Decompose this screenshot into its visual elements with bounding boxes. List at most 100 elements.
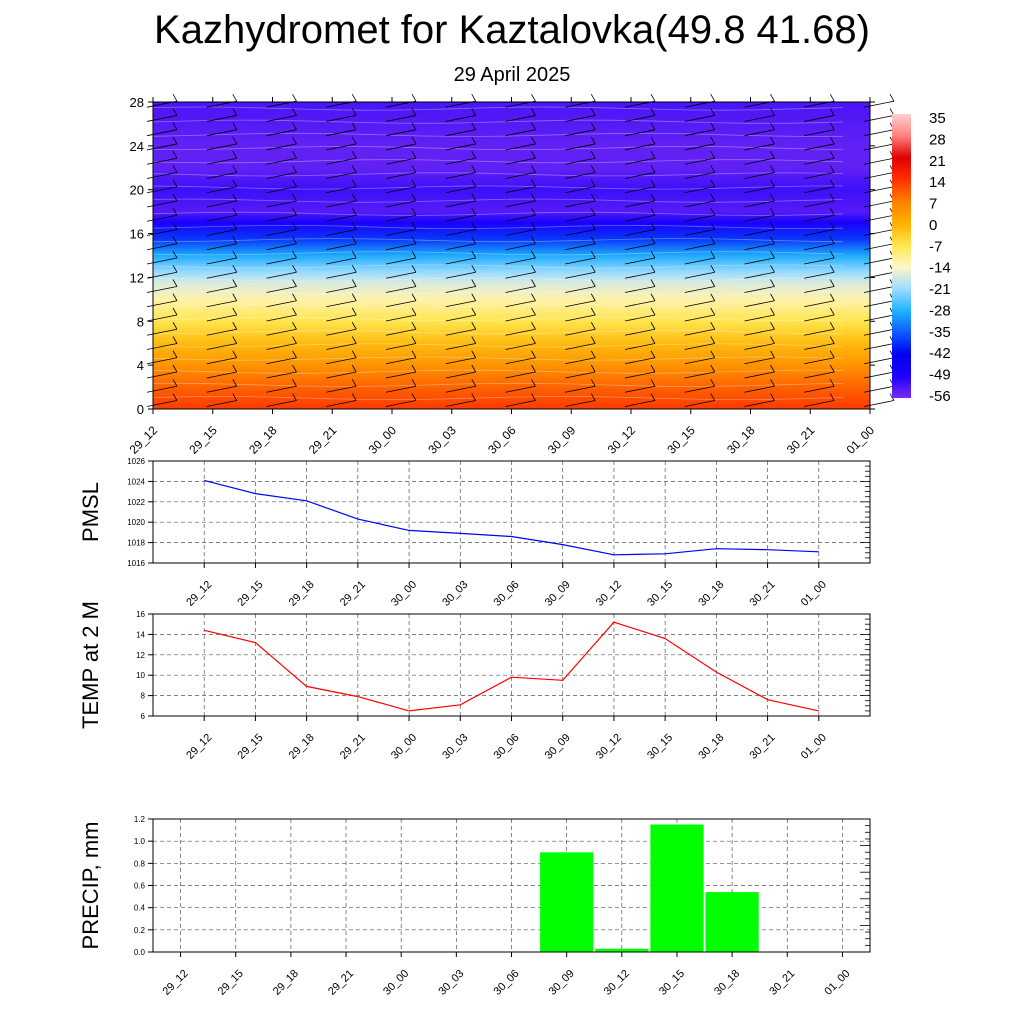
x-tick-label: 30_15 bbox=[645, 579, 675, 609]
wind-barb bbox=[624, 143, 656, 151]
wind-barb-flag bbox=[710, 222, 716, 230]
wind-barb bbox=[624, 186, 656, 194]
wind-barb bbox=[266, 157, 297, 165]
wind-barb bbox=[804, 328, 835, 336]
wind-barb bbox=[445, 129, 476, 137]
wind-barb bbox=[505, 257, 536, 265]
wind-barb bbox=[565, 271, 596, 279]
wind-barb bbox=[624, 257, 656, 265]
wind-barb-flag bbox=[531, 108, 536, 116]
wind-barb bbox=[863, 300, 895, 308]
wind-barb bbox=[206, 300, 237, 308]
wind-barb bbox=[505, 286, 536, 293]
wind-barb bbox=[385, 400, 417, 407]
wind-barb bbox=[624, 357, 656, 365]
wind-barb bbox=[565, 286, 596, 293]
x-tick-label: 30_09 bbox=[543, 732, 573, 762]
wind-barb bbox=[744, 200, 775, 208]
wind-barb bbox=[624, 200, 656, 208]
wind-barb-flag bbox=[590, 151, 596, 159]
wind-barb bbox=[565, 186, 596, 194]
wind-barb bbox=[266, 200, 297, 208]
wind-barb bbox=[326, 357, 357, 365]
y-tick-label: 1026 bbox=[127, 457, 145, 466]
contour-line bbox=[152, 330, 844, 335]
wind-barb-flag bbox=[351, 93, 357, 102]
wind-barb bbox=[445, 328, 476, 336]
y-tick-label: 1020 bbox=[127, 518, 145, 527]
wind-barb bbox=[863, 229, 895, 236]
wind-barb-flag bbox=[351, 364, 357, 373]
wind-barb-flag bbox=[650, 208, 656, 216]
wind-barb-flag bbox=[590, 193, 596, 202]
wind-barb-flag bbox=[292, 208, 297, 216]
wind-barb-flag bbox=[292, 193, 297, 202]
wind-barb bbox=[266, 172, 297, 179]
wind-barb bbox=[445, 400, 476, 407]
x-tick-label: 29_18 bbox=[287, 579, 317, 609]
wind-barb bbox=[624, 271, 656, 279]
wind-barb bbox=[206, 328, 237, 336]
contour-line bbox=[152, 356, 844, 361]
wind-barb-flag bbox=[650, 222, 656, 230]
wind-barb bbox=[744, 328, 775, 336]
colorbar-label: -28 bbox=[929, 302, 951, 319]
wind-barb-flag bbox=[232, 379, 238, 387]
temperature-fill bbox=[153, 102, 870, 409]
wind-barb bbox=[206, 115, 237, 122]
wind-barb-flag bbox=[232, 151, 238, 159]
x-tick-label: 30_21 bbox=[748, 732, 778, 762]
wind-barb-flag bbox=[590, 208, 596, 216]
wind-barb bbox=[146, 129, 178, 137]
wind-barb-flag bbox=[172, 193, 178, 202]
wind-barb bbox=[684, 286, 715, 293]
wind-barb-flag bbox=[172, 179, 178, 187]
wind-barb bbox=[804, 157, 835, 165]
wind-barb bbox=[624, 343, 656, 350]
wind-barb bbox=[804, 314, 835, 322]
wind-barb-flag bbox=[471, 279, 477, 287]
wind-barb bbox=[146, 143, 178, 151]
wind-barb-flag bbox=[829, 93, 835, 102]
wind-barb-flag bbox=[471, 193, 477, 202]
wind-barb bbox=[445, 143, 476, 151]
wind-barb-flag bbox=[411, 336, 417, 344]
wind-barb-flag bbox=[232, 250, 238, 259]
wind-barb-flag bbox=[650, 336, 656, 344]
wind-barb bbox=[326, 400, 357, 407]
wind-barb bbox=[804, 400, 835, 407]
contour-line bbox=[152, 132, 844, 137]
wind-barb-flag bbox=[232, 136, 238, 145]
wind-barb-flag bbox=[829, 265, 835, 273]
wind-barb-flag bbox=[411, 250, 417, 259]
y-tick-label: 0.6 bbox=[134, 882, 146, 891]
wind-barb bbox=[565, 172, 596, 179]
wind-barb-flag bbox=[411, 93, 417, 102]
wind-barb bbox=[684, 229, 715, 236]
wind-barb-flag bbox=[710, 293, 716, 301]
wind-barb bbox=[505, 229, 536, 236]
wind-barb bbox=[804, 172, 835, 179]
wind-barb-flag bbox=[531, 279, 536, 287]
wind-barb-flag bbox=[531, 322, 536, 330]
y-tick-label: 0.4 bbox=[134, 904, 146, 913]
wind-barb-flag bbox=[710, 122, 716, 130]
wind-barb bbox=[684, 214, 715, 222]
colorbar-label: 28 bbox=[929, 131, 946, 148]
wind-barb-flag bbox=[829, 222, 835, 230]
wind-barb bbox=[863, 214, 895, 222]
wind-barb bbox=[505, 200, 536, 208]
wind-barb-flag bbox=[650, 93, 656, 102]
wind-barb bbox=[624, 314, 656, 322]
wind-barb bbox=[505, 129, 536, 137]
wind-barb bbox=[445, 172, 476, 179]
wind-barb-flag bbox=[770, 151, 775, 159]
wind-barb bbox=[326, 200, 357, 208]
wind-barb bbox=[863, 129, 895, 137]
wind-barb-flag bbox=[590, 393, 596, 401]
colorbar-label: 35 bbox=[929, 110, 946, 127]
wind-barb-flag bbox=[770, 322, 775, 330]
wind-barb-flag bbox=[232, 222, 238, 230]
wind-barb-flag bbox=[351, 122, 357, 130]
wind-barb bbox=[206, 371, 237, 379]
